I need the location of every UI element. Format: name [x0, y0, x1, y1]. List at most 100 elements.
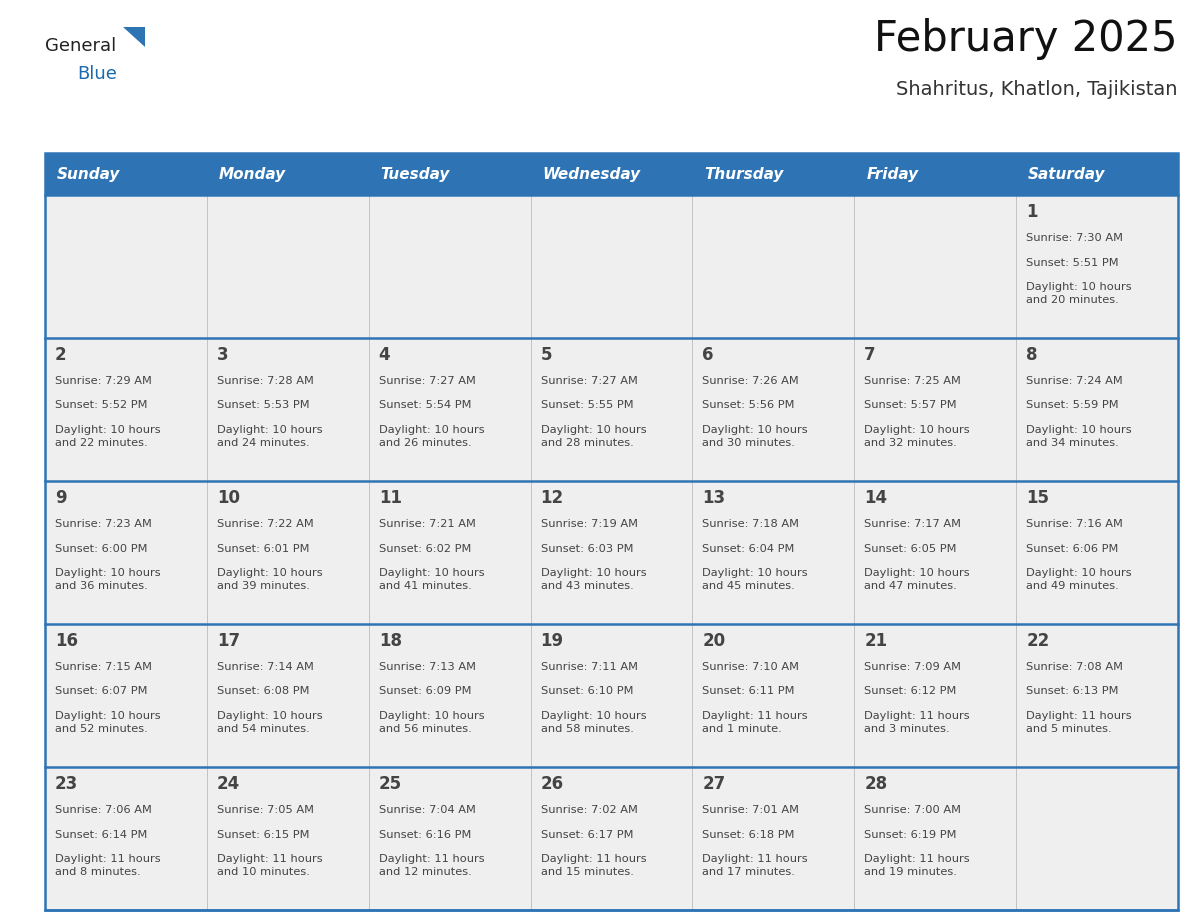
Text: Sunset: 6:16 PM: Sunset: 6:16 PM — [379, 830, 472, 839]
Text: Sunset: 5:56 PM: Sunset: 5:56 PM — [702, 400, 795, 410]
Text: Daylight: 10 hours
and 26 minutes.: Daylight: 10 hours and 26 minutes. — [379, 425, 485, 448]
Text: 19: 19 — [541, 632, 563, 650]
Text: Sunset: 6:01 PM: Sunset: 6:01 PM — [217, 543, 309, 554]
Text: Daylight: 10 hours
and 43 minutes.: Daylight: 10 hours and 43 minutes. — [541, 568, 646, 591]
Text: 26: 26 — [541, 775, 563, 793]
Text: 8: 8 — [1026, 346, 1037, 364]
Text: Sunset: 6:03 PM: Sunset: 6:03 PM — [541, 543, 633, 554]
Text: Sunrise: 7:25 AM: Sunrise: 7:25 AM — [865, 376, 961, 386]
Text: Daylight: 10 hours
and 54 minutes.: Daylight: 10 hours and 54 minutes. — [217, 711, 322, 734]
Text: Sunrise: 7:00 AM: Sunrise: 7:00 AM — [865, 805, 961, 815]
Text: 5: 5 — [541, 346, 552, 364]
Text: Thursday: Thursday — [704, 166, 784, 182]
Text: 24: 24 — [217, 775, 240, 793]
Text: Daylight: 10 hours
and 32 minutes.: Daylight: 10 hours and 32 minutes. — [865, 425, 969, 448]
Text: Sunset: 6:18 PM: Sunset: 6:18 PM — [702, 830, 795, 839]
Text: Sunrise: 7:29 AM: Sunrise: 7:29 AM — [55, 376, 152, 386]
Text: 23: 23 — [55, 775, 78, 793]
Text: Daylight: 10 hours
and 36 minutes.: Daylight: 10 hours and 36 minutes. — [55, 568, 160, 591]
Text: Daylight: 10 hours
and 52 minutes.: Daylight: 10 hours and 52 minutes. — [55, 711, 160, 734]
Text: Sunrise: 7:23 AM: Sunrise: 7:23 AM — [55, 519, 152, 529]
Text: Sunrise: 7:27 AM: Sunrise: 7:27 AM — [541, 376, 638, 386]
Text: Sunset: 5:57 PM: Sunset: 5:57 PM — [865, 400, 956, 410]
Text: Sunset: 5:59 PM: Sunset: 5:59 PM — [1026, 400, 1119, 410]
Text: Sunset: 5:54 PM: Sunset: 5:54 PM — [379, 400, 472, 410]
Text: Daylight: 10 hours
and 58 minutes.: Daylight: 10 hours and 58 minutes. — [541, 711, 646, 734]
Text: Sunrise: 7:19 AM: Sunrise: 7:19 AM — [541, 519, 638, 529]
Text: 25: 25 — [379, 775, 402, 793]
Text: General: General — [45, 37, 116, 55]
Text: February 2025: February 2025 — [874, 18, 1178, 60]
Text: Sunset: 6:13 PM: Sunset: 6:13 PM — [1026, 687, 1119, 697]
Text: Daylight: 10 hours
and 22 minutes.: Daylight: 10 hours and 22 minutes. — [55, 425, 160, 448]
Text: Sunset: 5:55 PM: Sunset: 5:55 PM — [541, 400, 633, 410]
Text: Daylight: 10 hours
and 24 minutes.: Daylight: 10 hours and 24 minutes. — [217, 425, 322, 448]
Text: Sunrise: 7:15 AM: Sunrise: 7:15 AM — [55, 662, 152, 672]
Text: 3: 3 — [217, 346, 228, 364]
Text: Sunrise: 7:10 AM: Sunrise: 7:10 AM — [702, 662, 800, 672]
Text: Daylight: 10 hours
and 49 minutes.: Daylight: 10 hours and 49 minutes. — [1026, 568, 1132, 591]
Text: Sunrise: 7:01 AM: Sunrise: 7:01 AM — [702, 805, 800, 815]
Text: 18: 18 — [379, 632, 402, 650]
Text: Daylight: 10 hours
and 20 minutes.: Daylight: 10 hours and 20 minutes. — [1026, 282, 1132, 305]
Text: Sunset: 6:15 PM: Sunset: 6:15 PM — [217, 830, 309, 839]
Text: 22: 22 — [1026, 632, 1049, 650]
Text: Sunrise: 7:04 AM: Sunrise: 7:04 AM — [379, 805, 475, 815]
Text: 13: 13 — [702, 489, 726, 507]
Text: Wednesday: Wednesday — [543, 166, 640, 182]
Text: Sunrise: 7:27 AM: Sunrise: 7:27 AM — [379, 376, 475, 386]
Text: 16: 16 — [55, 632, 78, 650]
Text: Daylight: 10 hours
and 45 minutes.: Daylight: 10 hours and 45 minutes. — [702, 568, 808, 591]
Text: Sunset: 6:11 PM: Sunset: 6:11 PM — [702, 687, 795, 697]
Text: 28: 28 — [865, 775, 887, 793]
Text: Sunset: 6:17 PM: Sunset: 6:17 PM — [541, 830, 633, 839]
Text: Daylight: 11 hours
and 5 minutes.: Daylight: 11 hours and 5 minutes. — [1026, 711, 1132, 734]
Text: 17: 17 — [217, 632, 240, 650]
Polygon shape — [124, 27, 145, 47]
Bar — [45, 195, 1178, 338]
Text: 10: 10 — [217, 489, 240, 507]
Text: Monday: Monday — [219, 166, 286, 182]
Text: Sunset: 6:07 PM: Sunset: 6:07 PM — [55, 687, 147, 697]
Text: Sunrise: 7:14 AM: Sunrise: 7:14 AM — [217, 662, 314, 672]
Text: Sunset: 6:06 PM: Sunset: 6:06 PM — [1026, 543, 1119, 554]
Text: Sunrise: 7:28 AM: Sunrise: 7:28 AM — [217, 376, 314, 386]
Text: Tuesday: Tuesday — [380, 166, 450, 182]
Text: 21: 21 — [865, 632, 887, 650]
Text: Sunrise: 7:18 AM: Sunrise: 7:18 AM — [702, 519, 800, 529]
Bar — [45, 624, 1178, 767]
Text: Shahritus, Khatlon, Tajikistan: Shahritus, Khatlon, Tajikistan — [897, 80, 1178, 99]
Text: Daylight: 11 hours
and 12 minutes.: Daylight: 11 hours and 12 minutes. — [379, 854, 485, 878]
Text: Sunset: 5:52 PM: Sunset: 5:52 PM — [55, 400, 147, 410]
Text: Sunset: 6:09 PM: Sunset: 6:09 PM — [379, 687, 472, 697]
Text: Daylight: 10 hours
and 47 minutes.: Daylight: 10 hours and 47 minutes. — [865, 568, 969, 591]
Text: Daylight: 11 hours
and 1 minute.: Daylight: 11 hours and 1 minute. — [702, 711, 808, 734]
Text: Daylight: 11 hours
and 17 minutes.: Daylight: 11 hours and 17 minutes. — [702, 854, 808, 878]
Text: Daylight: 10 hours
and 34 minutes.: Daylight: 10 hours and 34 minutes. — [1026, 425, 1132, 448]
Text: Sunrise: 7:30 AM: Sunrise: 7:30 AM — [1026, 233, 1123, 243]
Text: Blue: Blue — [77, 65, 116, 83]
Text: Sunrise: 7:08 AM: Sunrise: 7:08 AM — [1026, 662, 1123, 672]
Text: Sunset: 6:12 PM: Sunset: 6:12 PM — [865, 687, 956, 697]
Text: Sunrise: 7:11 AM: Sunrise: 7:11 AM — [541, 662, 638, 672]
Text: Sunset: 6:04 PM: Sunset: 6:04 PM — [702, 543, 795, 554]
Text: Friday: Friday — [866, 166, 918, 182]
Text: 2: 2 — [55, 346, 67, 364]
Text: Daylight: 11 hours
and 15 minutes.: Daylight: 11 hours and 15 minutes. — [541, 854, 646, 878]
Text: Sunday: Sunday — [57, 166, 120, 182]
Text: Sunrise: 7:16 AM: Sunrise: 7:16 AM — [1026, 519, 1123, 529]
Text: Sunrise: 7:02 AM: Sunrise: 7:02 AM — [541, 805, 638, 815]
Text: 12: 12 — [541, 489, 563, 507]
Text: Sunset: 6:00 PM: Sunset: 6:00 PM — [55, 543, 147, 554]
Text: Sunset: 6:02 PM: Sunset: 6:02 PM — [379, 543, 472, 554]
Text: Sunset: 6:08 PM: Sunset: 6:08 PM — [217, 687, 309, 697]
Text: Daylight: 10 hours
and 56 minutes.: Daylight: 10 hours and 56 minutes. — [379, 711, 485, 734]
Text: Daylight: 10 hours
and 41 minutes.: Daylight: 10 hours and 41 minutes. — [379, 568, 485, 591]
Text: Sunrise: 7:21 AM: Sunrise: 7:21 AM — [379, 519, 475, 529]
Bar — [45, 767, 1178, 910]
Text: 11: 11 — [379, 489, 402, 507]
Text: Sunset: 6:19 PM: Sunset: 6:19 PM — [865, 830, 956, 839]
Text: 15: 15 — [1026, 489, 1049, 507]
Text: Sunset: 6:10 PM: Sunset: 6:10 PM — [541, 687, 633, 697]
Bar — [45, 153, 1178, 910]
